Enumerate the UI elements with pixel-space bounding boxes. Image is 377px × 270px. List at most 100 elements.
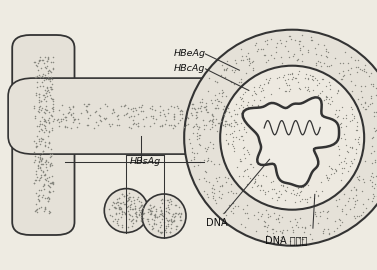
Point: [282, 78, 288, 82]
Point: [205, 195, 211, 199]
Point: [76, 121, 82, 126]
Point: [300, 43, 307, 48]
Point: [126, 217, 132, 221]
Point: [36, 95, 42, 99]
Point: [44, 196, 50, 201]
Point: [262, 224, 268, 228]
Point: [250, 181, 256, 185]
Point: [218, 119, 224, 123]
Point: [196, 125, 202, 129]
Point: [258, 184, 264, 188]
Point: [326, 230, 332, 235]
Point: [255, 47, 261, 51]
Point: [125, 204, 131, 208]
Point: [211, 187, 217, 191]
Point: [48, 75, 54, 79]
Point: [148, 209, 154, 213]
Point: [306, 89, 312, 93]
Point: [130, 117, 136, 122]
Point: [38, 127, 44, 131]
Point: [351, 157, 357, 161]
Point: [299, 182, 305, 187]
Point: [252, 108, 258, 112]
Point: [37, 58, 43, 62]
Point: [256, 85, 262, 89]
Point: [262, 190, 268, 194]
Point: [296, 186, 302, 190]
Point: [238, 133, 244, 138]
Point: [176, 211, 182, 215]
Point: [207, 140, 213, 144]
Point: [340, 60, 346, 65]
Point: [361, 180, 367, 184]
Point: [372, 129, 377, 133]
Point: [241, 125, 247, 129]
Point: [35, 177, 41, 182]
Point: [223, 109, 229, 114]
Point: [325, 101, 331, 105]
Point: [345, 61, 351, 65]
Point: [290, 188, 296, 193]
Point: [276, 217, 282, 221]
Point: [169, 220, 175, 224]
Point: [296, 193, 302, 198]
Point: [43, 157, 49, 162]
Point: [222, 119, 228, 123]
Point: [314, 83, 320, 87]
Point: [271, 211, 277, 215]
Point: [269, 196, 275, 201]
Point: [124, 110, 130, 115]
Point: [168, 104, 174, 108]
Point: [40, 183, 46, 188]
Point: [41, 183, 47, 188]
Point: [323, 95, 329, 99]
Point: [246, 57, 252, 61]
Point: [328, 166, 334, 170]
Point: [148, 205, 154, 210]
Point: [152, 107, 158, 112]
Point: [345, 150, 351, 154]
Point: [158, 209, 164, 213]
Point: [244, 167, 250, 171]
Point: [276, 219, 282, 224]
Point: [110, 200, 116, 204]
Point: [32, 154, 38, 158]
Point: [251, 107, 257, 111]
Point: [165, 198, 171, 202]
Point: [133, 107, 139, 112]
Point: [43, 108, 49, 112]
Point: [127, 203, 133, 207]
Point: [149, 104, 155, 108]
Point: [219, 192, 225, 196]
Point: [40, 93, 46, 97]
Point: [116, 201, 123, 205]
Point: [44, 107, 50, 112]
Point: [219, 63, 225, 67]
Point: [149, 227, 155, 231]
Point: [120, 209, 126, 213]
Point: [37, 55, 43, 59]
Point: [159, 123, 165, 127]
Point: [46, 68, 52, 72]
Point: [373, 86, 377, 90]
Point: [132, 206, 138, 210]
Point: [118, 201, 124, 205]
Point: [349, 146, 355, 150]
Point: [356, 174, 362, 178]
Point: [214, 178, 220, 183]
Point: [157, 113, 163, 117]
Point: [42, 207, 48, 211]
Point: [169, 226, 175, 230]
Point: [226, 62, 232, 67]
Point: [102, 102, 108, 106]
Point: [242, 225, 248, 229]
Point: [373, 174, 377, 178]
Point: [339, 76, 345, 81]
Point: [289, 71, 295, 75]
Point: [184, 115, 190, 119]
Point: [241, 145, 247, 149]
Point: [121, 194, 127, 198]
Point: [216, 189, 222, 194]
Point: [47, 69, 53, 73]
Point: [195, 163, 201, 167]
